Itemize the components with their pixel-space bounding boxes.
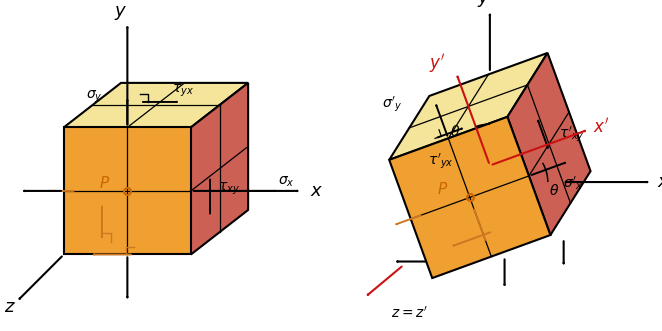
Text: $\tau_{yx}$: $\tau_{yx}$ — [172, 82, 194, 99]
Polygon shape — [389, 53, 547, 160]
Text: $\sigma_y$: $\sigma_y$ — [86, 89, 103, 105]
Text: $\theta$: $\theta$ — [549, 183, 559, 198]
Text: $y$: $y$ — [477, 0, 490, 9]
Text: $x'$: $x'$ — [592, 118, 609, 137]
Text: $\sigma'_y$: $\sigma'_y$ — [382, 95, 402, 114]
Text: $\sigma_x$: $\sigma_x$ — [278, 174, 295, 189]
Polygon shape — [191, 83, 248, 255]
Text: $x$: $x$ — [657, 173, 662, 191]
Text: $\theta$: $\theta$ — [450, 124, 460, 139]
Text: $z=z'$: $z=z'$ — [391, 306, 428, 321]
Text: $z$: $z$ — [4, 298, 16, 316]
Text: $\tau_{xy}$: $\tau_{xy}$ — [218, 181, 240, 197]
Text: $y'$: $y'$ — [430, 52, 446, 75]
Text: $\tau'_{yx}$: $\tau'_{yx}$ — [428, 152, 454, 171]
Text: $P$: $P$ — [99, 175, 110, 191]
Polygon shape — [507, 53, 591, 235]
Text: $P$: $P$ — [437, 181, 448, 197]
Polygon shape — [64, 83, 248, 127]
Text: $\tau'_{xy}$: $\tau'_{xy}$ — [559, 124, 585, 144]
Polygon shape — [389, 117, 550, 278]
Polygon shape — [64, 127, 191, 255]
Text: $y$: $y$ — [115, 4, 128, 22]
Text: $x$: $x$ — [310, 182, 323, 200]
Text: $\sigma'_x$: $\sigma'_x$ — [563, 174, 583, 192]
